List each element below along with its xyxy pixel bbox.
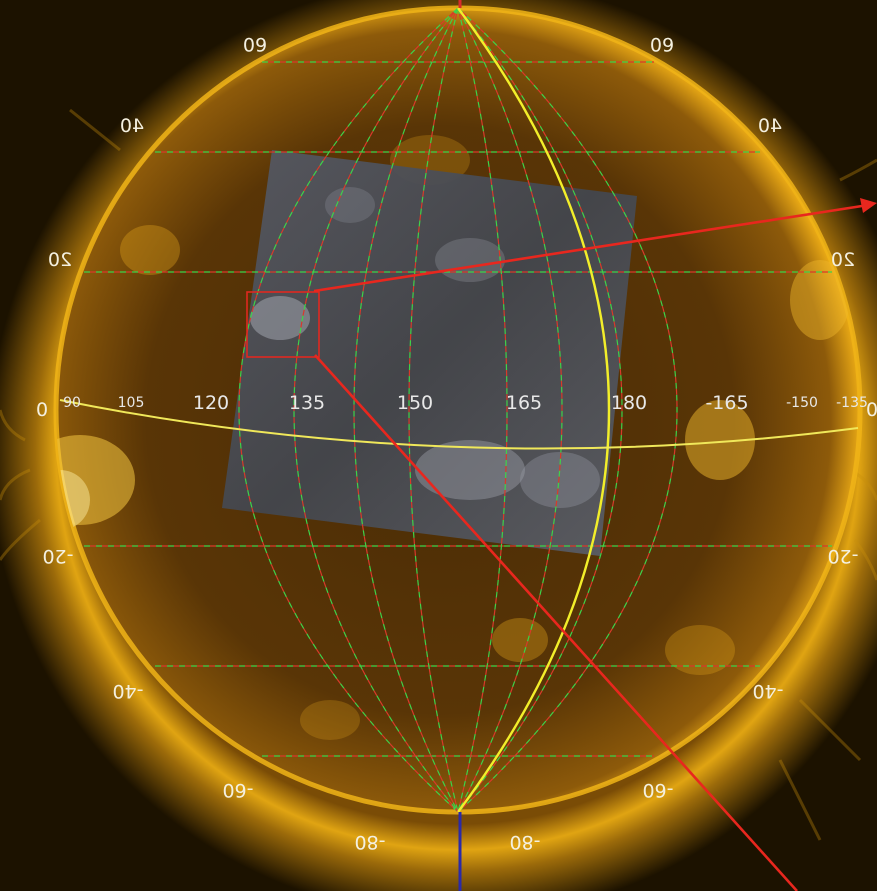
lon-label-90: 90 [63,395,81,411]
longitude-labels: 90 105 120 135 150 165 180 -165 -150 -13… [63,392,868,414]
pointer-line-lower [314,354,798,891]
lat-label-m40-left: -40 [112,680,143,702]
lat-label-m80-right: -80 [509,831,540,853]
yellow-meridian [457,7,611,813]
yellow-equator [59,399,859,450]
lat-label-0-left: 0 [36,399,48,421]
lat-label-60-right: 60 [650,33,674,55]
lat-label-0-right: 0 [866,399,877,421]
region-of-interest-box [246,291,320,358]
latitude-labels: 60 60 40 40 20 20 0 0 -20 -20 -40 -40 -6… [36,33,877,853]
lat-label-m40-right: -40 [752,680,783,702]
lat-label-40-left: 40 [120,115,144,137]
lon-label-m135: -135 [836,395,868,411]
lat-label-20-right: 20 [831,249,855,271]
lon-label-m150: -150 [786,395,818,411]
lat-label-20-left: 20 [48,249,72,271]
lon-label-165: 165 [506,392,542,414]
lon-label-135: 135 [289,392,325,414]
longitude-grid [238,8,678,812]
lat-label-40-right: 40 [758,115,782,137]
active-regions [56,135,850,740]
lat-label-m20-left: -20 [42,545,73,567]
lon-label-180: 180 [611,392,647,414]
lat-label-m60-right: -60 [642,779,673,801]
lat-label-m20-right: -20 [827,545,858,567]
lat-label-m60-left: -60 [222,779,253,801]
pointer-line-upper [313,204,863,293]
lat-label-m80-left: -80 [354,831,385,853]
lon-label-m165: -165 [705,392,748,414]
lat-label-60-left: 60 [243,33,267,55]
lon-label-105: 105 [118,395,145,411]
pointer-arrowhead [860,198,877,213]
lon-label-120: 120 [193,392,229,414]
observation-patch [222,150,637,556]
lon-label-150: 150 [397,392,433,414]
latitude-grid [84,61,832,757]
